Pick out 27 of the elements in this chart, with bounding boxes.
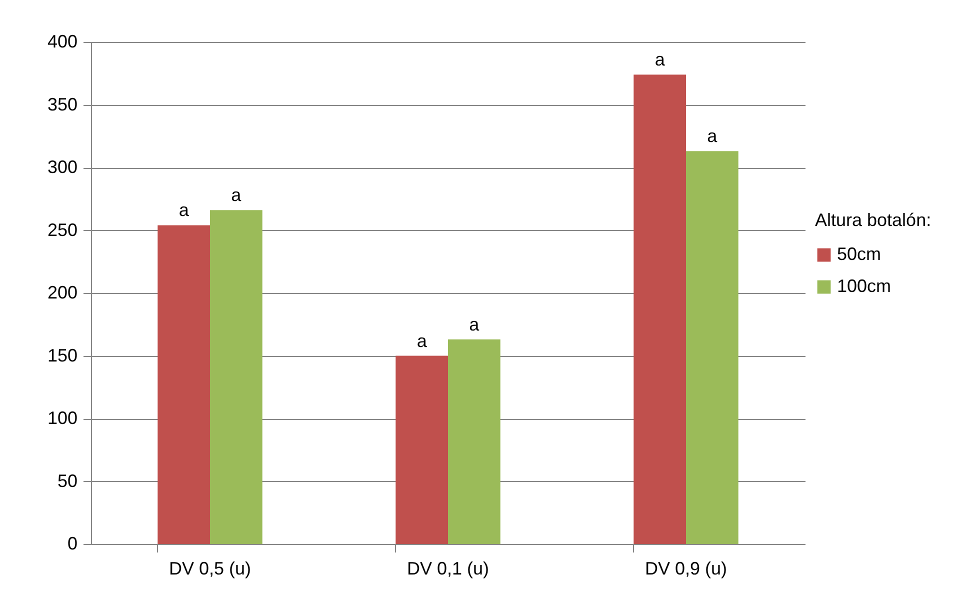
x-tick-label: DV 0,5 (u) bbox=[168, 558, 252, 578]
y-tick-label: 350 bbox=[47, 94, 78, 114]
y-tick-label: 300 bbox=[47, 157, 78, 177]
data-label: a bbox=[654, 50, 666, 70]
bar bbox=[158, 225, 210, 544]
data-label: a bbox=[231, 185, 242, 206]
y-tick-label: 250 bbox=[47, 220, 78, 240]
data-label: a bbox=[416, 330, 428, 351]
y-tick-label: 100 bbox=[47, 408, 78, 428]
bar bbox=[686, 151, 738, 544]
bar bbox=[210, 210, 262, 544]
legend-label: 50cm bbox=[837, 244, 882, 264]
bar bbox=[396, 356, 448, 544]
y-tick-label: 50 bbox=[57, 470, 78, 491]
y-tick-label: 0 bbox=[67, 534, 78, 554]
data-label: a bbox=[707, 126, 718, 146]
y-tick-label: 200 bbox=[47, 282, 78, 302]
x-tick-label: DV 0,9 (u) bbox=[644, 558, 728, 578]
data-label: a bbox=[469, 314, 480, 334]
y-tick-label: 150 bbox=[47, 345, 78, 366]
legend-label: 100cm bbox=[837, 276, 892, 296]
x-tick-label: DV 0,1 (u) bbox=[406, 558, 490, 578]
y-tick-label: 400 bbox=[47, 32, 78, 52]
bar bbox=[448, 339, 500, 544]
legend-title: Altura botalón: bbox=[815, 210, 932, 230]
bar bbox=[634, 74, 686, 544]
data-label: a bbox=[178, 200, 190, 220]
